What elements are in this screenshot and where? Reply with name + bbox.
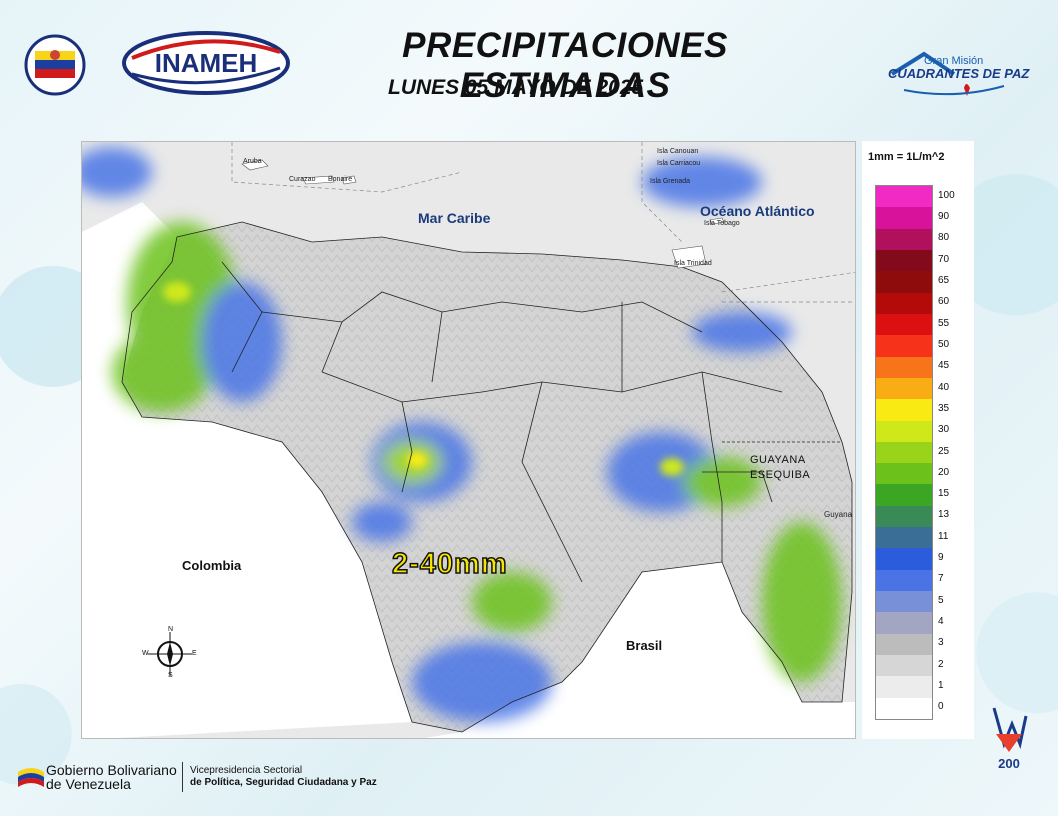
legend-tick-2: 2 bbox=[938, 658, 944, 670]
venezuela-seal-logo bbox=[24, 34, 86, 96]
rain-range-label: 2-40mm bbox=[391, 547, 508, 581]
legend-swatch-25 bbox=[876, 441, 932, 464]
map-graphic bbox=[82, 142, 855, 738]
venezuela-flag-icon bbox=[18, 768, 44, 787]
legend-swatch-50 bbox=[876, 335, 932, 358]
legend-swatch-65 bbox=[876, 271, 932, 294]
legend-tick-40: 40 bbox=[938, 381, 950, 393]
label-guyana: Guyana bbox=[824, 510, 853, 519]
legend-tick-5: 5 bbox=[938, 594, 944, 606]
legend-swatch-70 bbox=[876, 249, 932, 272]
label-esequiba: ESEQUIBA bbox=[750, 469, 811, 481]
footer-gobierno: Gobierno Bolivariano de Venezuela bbox=[46, 763, 177, 791]
legend-tick-11: 11 bbox=[938, 530, 949, 542]
legend-swatch-40 bbox=[876, 377, 932, 400]
legend-tick-1: 1 bbox=[938, 680, 944, 692]
legend-swatch-60 bbox=[876, 292, 932, 315]
legend-swatch-7 bbox=[876, 569, 932, 592]
legend-swatch-15 bbox=[876, 484, 932, 507]
compass-e: E bbox=[192, 650, 197, 657]
page-title: PRECIPITACIONES ESTIMADAS bbox=[402, 26, 728, 105]
label-tobago: Isla Tobago bbox=[704, 220, 740, 227]
precipitation-map: Mar Caribe Océano Atlántico Colombia Bra… bbox=[81, 141, 856, 739]
label-oceano-atlantico: Océano Atlántico bbox=[700, 203, 815, 219]
gran-mision-line2: CUADRANTES DE PAZ bbox=[888, 66, 1030, 81]
footer-vp-line2: de Política, Seguridad Ciudadana y Paz bbox=[190, 777, 377, 788]
legend-tick-30: 30 bbox=[938, 424, 950, 436]
label-aruba: Aruba bbox=[243, 158, 262, 165]
legend-swatch-55 bbox=[876, 313, 932, 336]
compass-s: S bbox=[168, 672, 173, 679]
label-bonaire: Bonaire bbox=[328, 176, 353, 183]
footer-vicepresidencia: Vicepresidencia Sectorial de Política, S… bbox=[190, 765, 377, 789]
footer-gob-line1: Gobierno Bolivariano bbox=[46, 762, 177, 778]
venezuela-land bbox=[122, 222, 852, 732]
legend-tick-60: 60 bbox=[938, 296, 950, 308]
legend-tick-45: 45 bbox=[938, 360, 950, 372]
legend-swatch-45 bbox=[876, 356, 932, 379]
inameh-logo-text: INAMEH bbox=[155, 48, 258, 78]
legend-unit: 1mm = 1L/m^2 bbox=[868, 151, 945, 163]
label-carriacou: Isla Carriacou bbox=[657, 160, 701, 167]
label-mar-caribe: Mar Caribe bbox=[418, 210, 491, 226]
legend-tick-100: 100 bbox=[938, 189, 955, 201]
legend-tick-65: 65 bbox=[938, 274, 950, 286]
compass-rose-icon bbox=[148, 632, 192, 676]
footer-gob-line2: de Venezuela bbox=[46, 776, 131, 792]
legend-color-bar bbox=[875, 185, 933, 720]
label-brasil: Brasil bbox=[626, 638, 663, 653]
colombia-land bbox=[82, 202, 412, 738]
legend-tick-80: 80 bbox=[938, 232, 950, 244]
label-trinidad: Isla Trinidad bbox=[674, 260, 712, 267]
legend-tick-13: 13 bbox=[938, 509, 950, 521]
page-subtitle: LUNES 05 MAYO DE 2025 bbox=[388, 76, 644, 99]
legend-tick-15: 15 bbox=[938, 488, 950, 500]
compass-w: W bbox=[142, 650, 149, 657]
footer-vp-line1: Vicepresidencia Sectorial bbox=[190, 765, 303, 776]
legend-swatch-4 bbox=[876, 612, 932, 635]
gran-mision-line1: Gran Misión bbox=[924, 55, 983, 67]
legend-swatch-1 bbox=[876, 676, 932, 699]
label-guayana: GUAYANA bbox=[750, 454, 806, 466]
legend-tick-25: 25 bbox=[938, 445, 950, 457]
legend-swatch-13 bbox=[876, 505, 932, 528]
legend-tick-7: 7 bbox=[938, 573, 944, 585]
legend-swatch-90 bbox=[876, 207, 932, 230]
legend-tick-9: 9 bbox=[938, 552, 944, 564]
legend-swatch-2 bbox=[876, 655, 932, 677]
anniv-number: 200 bbox=[998, 756, 1020, 771]
legend-swatch-0 bbox=[876, 697, 932, 720]
legend-swatch-9 bbox=[876, 548, 932, 571]
label-colombia: Colombia bbox=[182, 558, 242, 573]
bicentenario-logo: 200 bbox=[992, 707, 1028, 771]
footer-divider bbox=[182, 762, 183, 792]
label-grenada: Isla Grenada bbox=[650, 178, 691, 185]
label-curazao: Curazao bbox=[289, 176, 316, 183]
legend-swatch-20 bbox=[876, 463, 932, 485]
legend-swatch-80 bbox=[876, 228, 932, 251]
legend-swatch-30 bbox=[876, 420, 932, 443]
legend-swatch-100 bbox=[876, 186, 932, 208]
legend-tick-50: 50 bbox=[938, 338, 950, 350]
legend-tick-35: 35 bbox=[938, 402, 950, 414]
inameh-logo: INAMEH bbox=[122, 31, 290, 95]
legend-tick-3: 3 bbox=[938, 637, 944, 649]
gran-mision-logo: Gran Misión CUADRANTES DE PAZ bbox=[888, 51, 1030, 96]
legend-swatch-3 bbox=[876, 633, 932, 656]
legend-swatch-5 bbox=[876, 591, 932, 613]
legend-tick-90: 90 bbox=[938, 210, 950, 222]
legend-tick-70: 70 bbox=[938, 253, 950, 265]
legend-tick-4: 4 bbox=[938, 616, 944, 628]
compass-n: N bbox=[168, 626, 174, 633]
legend-tick-20: 20 bbox=[938, 466, 950, 478]
legend-swatch-35 bbox=[876, 399, 932, 421]
legend-tick-55: 55 bbox=[938, 317, 950, 329]
label-canouan: Isla Canouan bbox=[657, 148, 699, 155]
legend-tick-0: 0 bbox=[938, 701, 944, 713]
legend-swatch-11 bbox=[876, 527, 932, 549]
